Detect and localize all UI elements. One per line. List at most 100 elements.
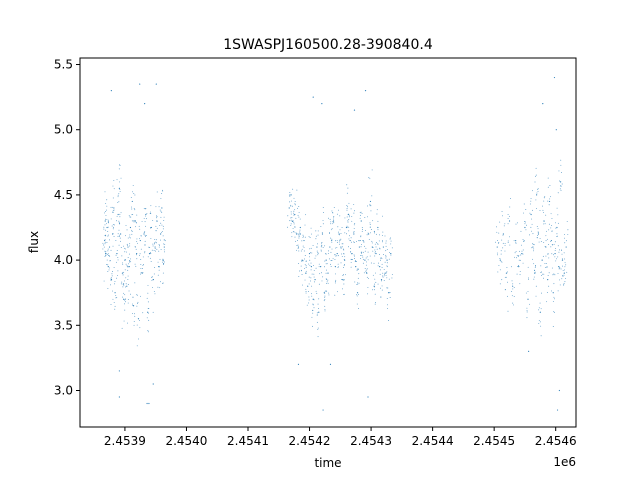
data-point — [109, 239, 110, 241]
data-point — [307, 285, 309, 287]
data-point — [124, 294, 126, 296]
data-point — [147, 312, 149, 314]
data-point — [541, 275, 543, 276]
data-point — [534, 266, 536, 268]
data-point — [324, 260, 326, 262]
data-point — [105, 253, 107, 254]
data-point — [505, 276, 507, 278]
data-point — [365, 264, 367, 266]
data-point — [117, 194, 119, 196]
data-point — [516, 273, 518, 275]
data-point — [346, 184, 348, 186]
data-point — [508, 236, 510, 238]
data-point — [143, 208, 145, 209]
data-point — [153, 279, 154, 280]
data-point — [362, 239, 364, 242]
data-point — [353, 212, 355, 214]
data-point — [136, 252, 138, 255]
data-point — [113, 224, 115, 226]
data-point — [110, 278, 112, 280]
data-point — [536, 194, 538, 196]
data-point — [305, 291, 307, 292]
data-point — [330, 229, 332, 231]
data-point — [350, 241, 352, 243]
data-point — [311, 295, 313, 297]
data-point — [300, 250, 302, 252]
data-point — [512, 288, 514, 290]
data-point — [512, 285, 514, 287]
data-point — [313, 270, 315, 271]
data-point — [537, 190, 539, 192]
data-point — [563, 274, 565, 276]
data-point — [154, 243, 156, 245]
data-point — [156, 242, 157, 244]
data-point — [555, 248, 557, 249]
data-point — [356, 261, 357, 262]
data-point — [143, 264, 144, 265]
data-point — [499, 258, 501, 259]
data-point — [363, 272, 365, 274]
data-point — [321, 233, 324, 235]
data-point — [391, 247, 393, 249]
data-point — [547, 279, 549, 281]
data-point — [335, 255, 337, 257]
data-point — [305, 266, 307, 268]
data-point — [115, 254, 117, 256]
data-point — [318, 283, 320, 285]
data-point — [150, 226, 152, 229]
data-point — [332, 221, 334, 223]
data-point — [160, 198, 162, 200]
data-point — [105, 223, 107, 225]
data-point — [524, 221, 526, 223]
data-point — [367, 251, 369, 253]
data-point — [289, 195, 291, 197]
data-point — [132, 184, 134, 186]
data-point — [304, 264, 306, 266]
data-point — [375, 246, 377, 248]
data-point — [106, 218, 108, 220]
data-point — [105, 202, 107, 204]
data-point — [348, 219, 350, 221]
data-point — [499, 283, 501, 285]
data-point — [543, 220, 545, 222]
data-point — [144, 240, 146, 242]
data-point — [114, 308, 116, 310]
data-point — [545, 263, 547, 264]
data-point — [378, 254, 380, 255]
data-point — [116, 252, 118, 255]
data-point — [348, 226, 350, 228]
data-point — [561, 183, 563, 185]
data-point — [532, 258, 533, 260]
y-tick-label: 5.0 — [54, 123, 73, 137]
data-point — [549, 198, 551, 200]
data-point — [372, 220, 374, 222]
data-point — [113, 179, 115, 181]
data-point — [103, 226, 105, 228]
data-point — [301, 240, 303, 242]
data-point — [336, 255, 338, 257]
data-point — [161, 189, 163, 191]
data-point — [127, 266, 129, 268]
data-point — [322, 219, 324, 221]
data-point — [162, 283, 164, 284]
data-point — [522, 262, 524, 264]
data-point — [104, 243, 106, 245]
data-point — [119, 237, 121, 239]
data-point — [557, 272, 559, 274]
data-point — [104, 239, 106, 242]
data-point — [293, 212, 294, 214]
data-point — [508, 215, 510, 217]
data-point — [325, 259, 327, 261]
data-point — [505, 272, 508, 274]
data-point — [330, 237, 332, 239]
data-point — [525, 224, 527, 226]
data-point — [315, 255, 317, 257]
data-point — [551, 290, 552, 292]
data-point — [532, 233, 534, 235]
data-point — [107, 250, 109, 252]
data-point — [367, 293, 369, 295]
data-point — [320, 250, 322, 252]
data-point — [121, 255, 123, 257]
data-point — [507, 218, 509, 219]
data-point — [534, 175, 536, 177]
